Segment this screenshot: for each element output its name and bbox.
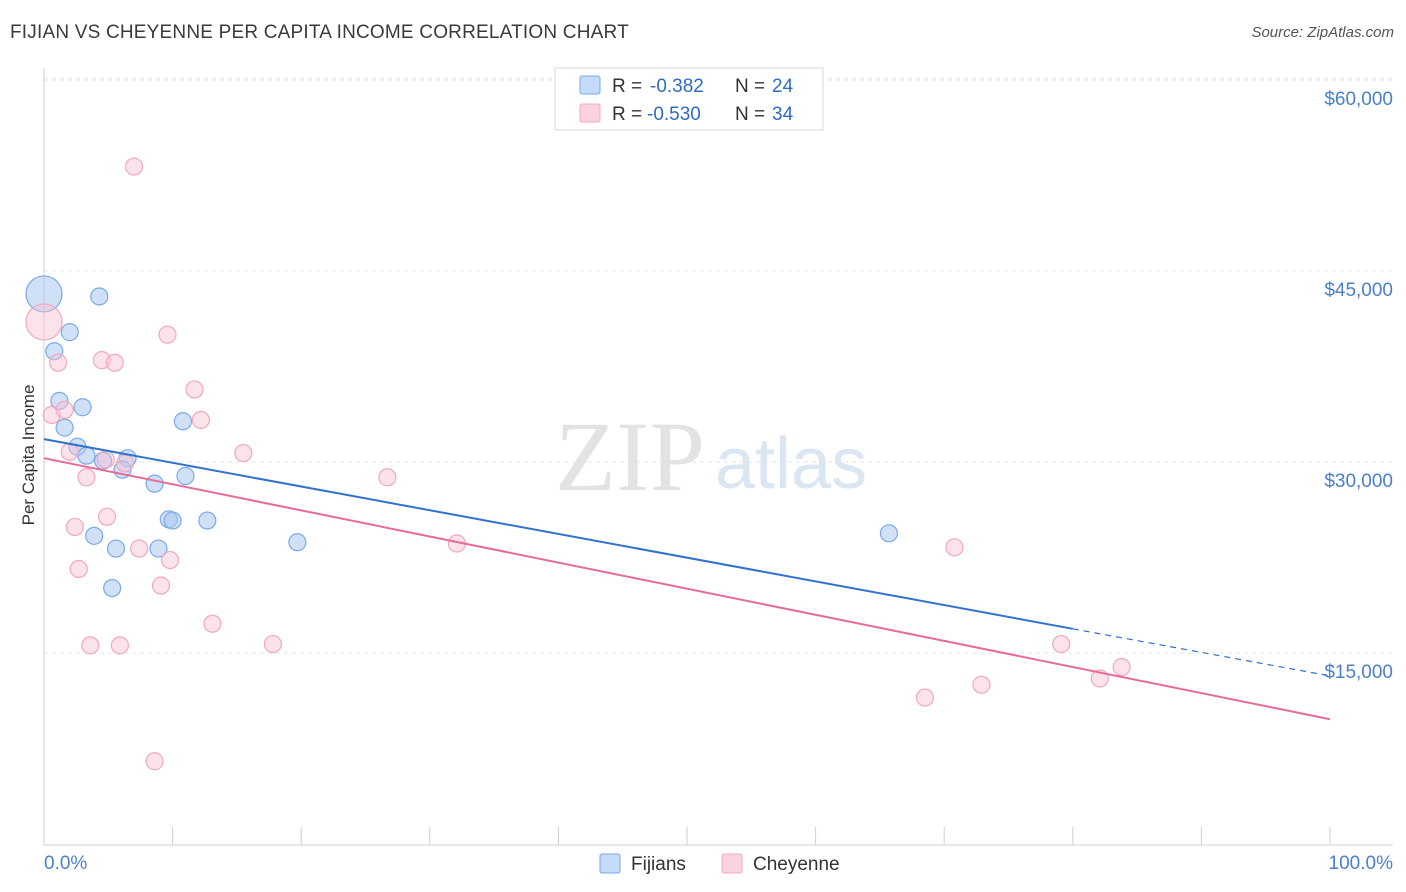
point-fijians <box>879 524 899 543</box>
x-tick-max: 100.0% <box>1329 853 1394 874</box>
point-cheyenne <box>115 454 135 473</box>
point-cheyenne <box>185 380 204 399</box>
point-fijians <box>50 391 69 410</box>
x-tick-min: 0.0% <box>44 853 87 874</box>
point-cheyenne <box>945 538 964 557</box>
legend-n-value-fijians: 24 <box>772 76 794 97</box>
point-fijians <box>176 466 195 486</box>
point-fijians <box>45 342 64 361</box>
trendline-fijians-extension <box>1072 628 1331 677</box>
point-fijians <box>90 287 109 306</box>
point-fijians <box>145 474 164 493</box>
legend-n-value-cheyenne: 34 <box>772 104 794 125</box>
point-cheyenne <box>96 450 115 469</box>
grid-lines <box>44 77 1393 654</box>
point-cheyenne <box>69 559 88 579</box>
point-fijians <box>288 533 307 552</box>
point-cheyenne <box>124 157 144 176</box>
bottom-legend-cheyenne: Cheyenne <box>753 854 840 875</box>
legend-r-value-fijians: -0.382 <box>650 76 704 97</box>
axes <box>43 68 1393 846</box>
data-points <box>25 157 1131 771</box>
bottom-legend-swatch-cheyenne <box>721 853 743 874</box>
legend-r-value-cheyenne: -0.530 <box>647 104 701 125</box>
bottom-legend-fijians: Fijians <box>631 854 686 875</box>
point-cheyenne <box>160 550 180 570</box>
watermark-atlas: atlas <box>715 424 867 504</box>
point-cheyenne <box>55 400 74 419</box>
point-cheyenne <box>105 353 124 372</box>
point-cheyenne <box>151 576 171 595</box>
y-tick-labels: $15,000 $30,000 $45,000 $60,000 <box>1324 89 1393 683</box>
chart-title: FIJIAN VS CHEYENNE PER CAPITA INCOME COR… <box>10 22 629 43</box>
legend-r-label-cheyenne: R = <box>612 104 642 125</box>
y-tick-label: $30,000 <box>1324 471 1393 492</box>
point-fijians <box>85 526 104 545</box>
point-fijians <box>173 412 192 431</box>
trendline-fijians <box>43 438 1073 630</box>
point-cheyenne <box>1112 657 1131 677</box>
point-cheyenne <box>191 410 210 430</box>
source-label: Source: ZipAtlas.com <box>1251 24 1394 41</box>
y-tick-label: $45,000 <box>1324 280 1393 301</box>
trend-lines <box>43 438 1331 721</box>
y-tick-label: $15,000 <box>1324 662 1393 683</box>
point-cheyenne <box>81 636 100 655</box>
series-legend: Fijians Cheyenne <box>599 853 840 875</box>
point-fijians <box>25 275 63 313</box>
point-fijians <box>149 539 168 558</box>
point-cheyenne <box>77 468 96 487</box>
point-cheyenne <box>25 303 63 341</box>
legend-n-label-fijians: N = <box>735 76 765 97</box>
watermark-zip: ZIP <box>555 401 705 512</box>
legend-swatch-cheyenne <box>579 103 601 123</box>
legend-n-label-cheyenne: N = <box>735 104 765 125</box>
point-cheyenne <box>972 675 991 694</box>
point-fijians <box>103 578 122 598</box>
point-fijians <box>198 511 217 530</box>
legend-swatch-fijians <box>579 75 601 95</box>
y-tick-label: $60,000 <box>1324 89 1393 110</box>
point-cheyenne <box>65 517 84 537</box>
y-axis-label: Per Capita Income <box>19 385 38 526</box>
point-fijians <box>106 539 126 558</box>
point-fijians <box>55 418 74 437</box>
point-cheyenne <box>203 614 222 633</box>
point-cheyenne <box>378 468 397 487</box>
legend-r-label-fijians: R = <box>612 76 642 97</box>
point-cheyenne <box>49 353 68 372</box>
trendline-cheyenne <box>43 457 1331 721</box>
point-cheyenne <box>130 539 149 558</box>
point-fijians <box>77 446 96 465</box>
point-cheyenne <box>97 507 117 526</box>
point-cheyenne <box>915 688 935 707</box>
point-cheyenne <box>145 752 164 771</box>
point-fijians <box>73 398 92 417</box>
point-fijians <box>163 511 182 530</box>
point-cheyenne <box>158 325 177 344</box>
point-cheyenne <box>110 636 129 655</box>
point-cheyenne <box>263 634 283 654</box>
correlation-legend: R = -0.382 N = 24 R = -0.530 N = 34 <box>554 67 824 131</box>
point-cheyenne <box>234 443 253 463</box>
point-fijians <box>60 323 79 342</box>
bottom-legend-swatch-fijians <box>599 853 621 874</box>
point-cheyenne <box>1052 634 1071 654</box>
